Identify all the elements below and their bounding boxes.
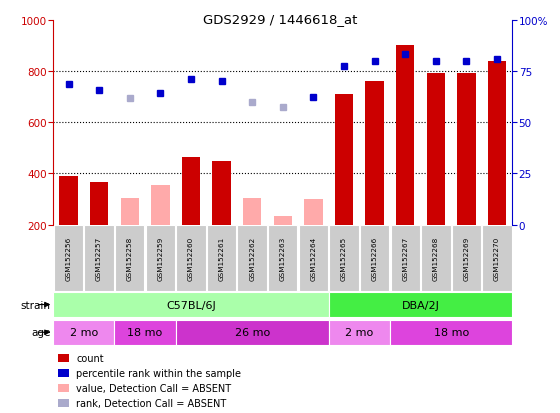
Text: 18 mo: 18 mo bbox=[433, 328, 469, 337]
Text: GSM152265: GSM152265 bbox=[341, 237, 347, 280]
Bar bbox=[329, 226, 359, 291]
Text: GDS2929 / 1446618_at: GDS2929 / 1446618_at bbox=[203, 13, 357, 26]
Bar bbox=[298, 226, 328, 291]
Bar bbox=[335, 95, 353, 225]
Bar bbox=[274, 217, 292, 225]
Bar bbox=[488, 62, 506, 225]
Text: count: count bbox=[76, 353, 104, 363]
Bar bbox=[360, 226, 389, 291]
Bar bbox=[114, 320, 176, 345]
Text: GSM152259: GSM152259 bbox=[157, 237, 164, 280]
Text: C57BL/6J: C57BL/6J bbox=[166, 300, 216, 310]
Text: GSM152267: GSM152267 bbox=[402, 237, 408, 280]
Text: GSM152270: GSM152270 bbox=[494, 237, 500, 280]
Bar bbox=[58, 369, 69, 377]
Text: 2 mo: 2 mo bbox=[345, 328, 374, 337]
Bar bbox=[237, 226, 267, 291]
Bar bbox=[390, 226, 420, 291]
Text: GSM152256: GSM152256 bbox=[66, 237, 72, 280]
Bar bbox=[120, 198, 139, 225]
Bar bbox=[396, 46, 414, 225]
Bar bbox=[452, 226, 481, 291]
Text: 18 mo: 18 mo bbox=[128, 328, 162, 337]
Bar bbox=[182, 157, 200, 225]
Text: GSM152268: GSM152268 bbox=[433, 237, 439, 280]
Bar bbox=[176, 320, 329, 345]
Bar bbox=[115, 226, 144, 291]
Text: value, Detection Call = ABSENT: value, Detection Call = ABSENT bbox=[76, 383, 231, 393]
Bar bbox=[85, 226, 114, 291]
Text: GSM152258: GSM152258 bbox=[127, 237, 133, 280]
Bar bbox=[482, 226, 512, 291]
Bar bbox=[54, 226, 83, 291]
Bar bbox=[304, 199, 323, 225]
Bar bbox=[268, 226, 297, 291]
Bar bbox=[58, 399, 69, 407]
Bar bbox=[243, 198, 262, 225]
Bar bbox=[212, 161, 231, 225]
Bar bbox=[390, 320, 512, 345]
Text: DBA/2J: DBA/2J bbox=[402, 300, 440, 310]
Text: 26 mo: 26 mo bbox=[235, 328, 270, 337]
Text: GSM152263: GSM152263 bbox=[280, 237, 286, 280]
Text: strain: strain bbox=[20, 300, 50, 310]
Text: GSM152269: GSM152269 bbox=[464, 237, 469, 280]
Bar bbox=[146, 226, 175, 291]
Text: percentile rank within the sample: percentile rank within the sample bbox=[76, 368, 241, 378]
Text: GSM152264: GSM152264 bbox=[310, 237, 316, 280]
Text: GSM152261: GSM152261 bbox=[218, 237, 225, 280]
Bar bbox=[427, 74, 445, 225]
Text: GSM152260: GSM152260 bbox=[188, 237, 194, 280]
Text: GSM152257: GSM152257 bbox=[96, 237, 102, 280]
Bar bbox=[207, 226, 236, 291]
Text: 2 mo: 2 mo bbox=[69, 328, 98, 337]
Bar bbox=[53, 320, 114, 345]
Bar bbox=[458, 74, 475, 225]
Bar bbox=[151, 185, 170, 225]
Bar bbox=[421, 226, 451, 291]
Bar bbox=[366, 82, 384, 225]
Bar bbox=[58, 354, 69, 362]
Bar bbox=[176, 226, 206, 291]
Bar bbox=[329, 292, 512, 317]
Text: GSM152266: GSM152266 bbox=[372, 237, 377, 280]
Bar bbox=[329, 320, 390, 345]
Bar bbox=[90, 183, 108, 225]
Text: GSM152262: GSM152262 bbox=[249, 237, 255, 280]
Bar bbox=[59, 176, 78, 225]
Bar bbox=[53, 292, 329, 317]
Text: age: age bbox=[31, 328, 50, 337]
Bar bbox=[58, 384, 69, 392]
Text: rank, Detection Call = ABSENT: rank, Detection Call = ABSENT bbox=[76, 398, 226, 408]
